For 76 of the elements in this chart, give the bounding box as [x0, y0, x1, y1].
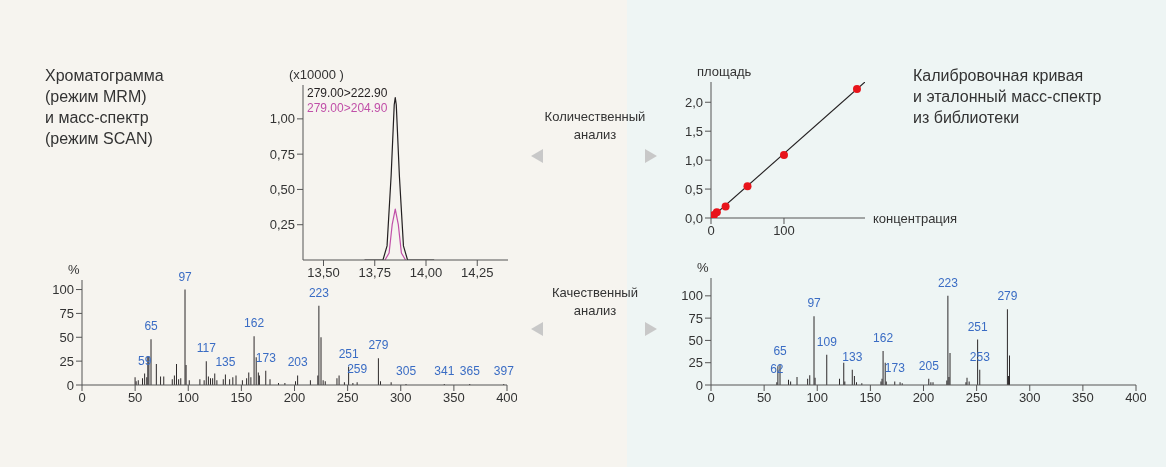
- y-axis-title: (x10000 ): [289, 67, 344, 82]
- y-axis-title: %: [68, 262, 80, 277]
- y-tick-label: 0: [695, 377, 703, 393]
- y-tick-label: 1,5: [684, 123, 703, 139]
- y-tick-label: 0: [66, 377, 74, 393]
- annotation: 341: [434, 364, 455, 379]
- y-axis-title: площадь: [697, 64, 752, 79]
- y-tick-label: 50: [688, 333, 703, 349]
- x-tick-label: 14,25: [460, 265, 494, 281]
- x-tick-label: 150: [859, 390, 882, 406]
- x-tick-label: 200: [283, 390, 306, 406]
- x-tick-label: 0: [78, 390, 86, 406]
- y-tick-label: 1,00: [269, 111, 295, 127]
- x-tick-label: 300: [1018, 390, 1041, 406]
- y-axis-title: %: [697, 260, 709, 275]
- text: Хроматограмма (режим MRM) и масс-спектр (режим SCAN): [45, 66, 165, 149]
- annotation: 117: [196, 341, 217, 356]
- x-axis-title: концентрация: [873, 211, 958, 226]
- x-tick-label: 50: [127, 390, 143, 406]
- x-tick-label: 14,00: [409, 265, 443, 281]
- annotation: 65: [144, 319, 159, 334]
- y-tick-label: 25: [688, 355, 703, 371]
- y-tick-label: 2,0: [684, 94, 703, 110]
- x-tick-label: 50: [756, 390, 772, 406]
- x-tick-label: 100: [806, 390, 829, 406]
- x-tick-label: 400: [496, 390, 518, 406]
- annotation: 97: [178, 269, 193, 284]
- x-tick-label: 300: [389, 390, 412, 406]
- x-tick-label: 400: [1125, 390, 1147, 406]
- annotation: 203: [287, 355, 309, 370]
- y-tick-label: 0,25: [269, 217, 295, 233]
- y-tick-label: 100: [681, 288, 703, 304]
- x-tick-label: 100: [177, 390, 200, 406]
- y-tick-label: 0,0: [684, 210, 703, 226]
- y-tick-label: 75: [688, 310, 703, 326]
- annotation: 365: [459, 364, 481, 379]
- text: Качественный анализ: [551, 284, 639, 320]
- annotation: 397: [493, 364, 515, 379]
- annotation: 223: [308, 285, 330, 300]
- annotation: 65: [773, 344, 788, 359]
- y-tick-label: 0,5: [684, 181, 703, 197]
- x-tick-label: 350: [443, 390, 465, 406]
- x-tick-label: 13,50: [307, 265, 340, 281]
- x-tick-label: 0: [707, 390, 715, 406]
- annotation: 109: [816, 334, 838, 349]
- x-tick-label: 13,75: [358, 265, 392, 281]
- annotation: 162: [244, 316, 265, 331]
- annotation: 279: [368, 338, 389, 353]
- annotation: 251: [967, 319, 989, 334]
- annotation: 133: [842, 349, 863, 364]
- x-tick-label: 200: [912, 390, 935, 406]
- annotation: 259: [347, 362, 368, 377]
- annotation: 97: [807, 296, 822, 311]
- annotation: 305: [396, 364, 417, 379]
- text: Количественный анализ: [543, 108, 647, 144]
- series-label: 279.00>222.90: [307, 86, 388, 101]
- y-tick-label: 75: [59, 306, 74, 322]
- x-tick-label: 150: [230, 390, 253, 406]
- x-tick-label: 250: [336, 390, 359, 406]
- annotation: 223: [937, 275, 959, 290]
- x-tick-label: 350: [1072, 390, 1094, 406]
- y-tick-label: 0,75: [269, 146, 295, 162]
- annotation: 279: [997, 289, 1018, 304]
- annotation: 162: [873, 331, 894, 346]
- text: 279.00>204.90: [307, 101, 388, 116]
- text: Калибровочная кривая и эталонный масс-спектр из библиотеки: [913, 66, 1103, 128]
- y-tick-label: 100: [52, 282, 74, 298]
- y-tick-label: 50: [59, 329, 74, 345]
- annotation: 251: [338, 346, 360, 361]
- x-tick-label: 250: [965, 390, 988, 406]
- y-tick-label: 25: [59, 353, 74, 369]
- annotation: 205: [918, 358, 940, 373]
- y-tick-label: 0,50: [269, 182, 295, 198]
- y-tick-label: 1,0: [684, 152, 703, 168]
- annotation: 173: [255, 350, 277, 365]
- annotation: 135: [215, 354, 236, 369]
